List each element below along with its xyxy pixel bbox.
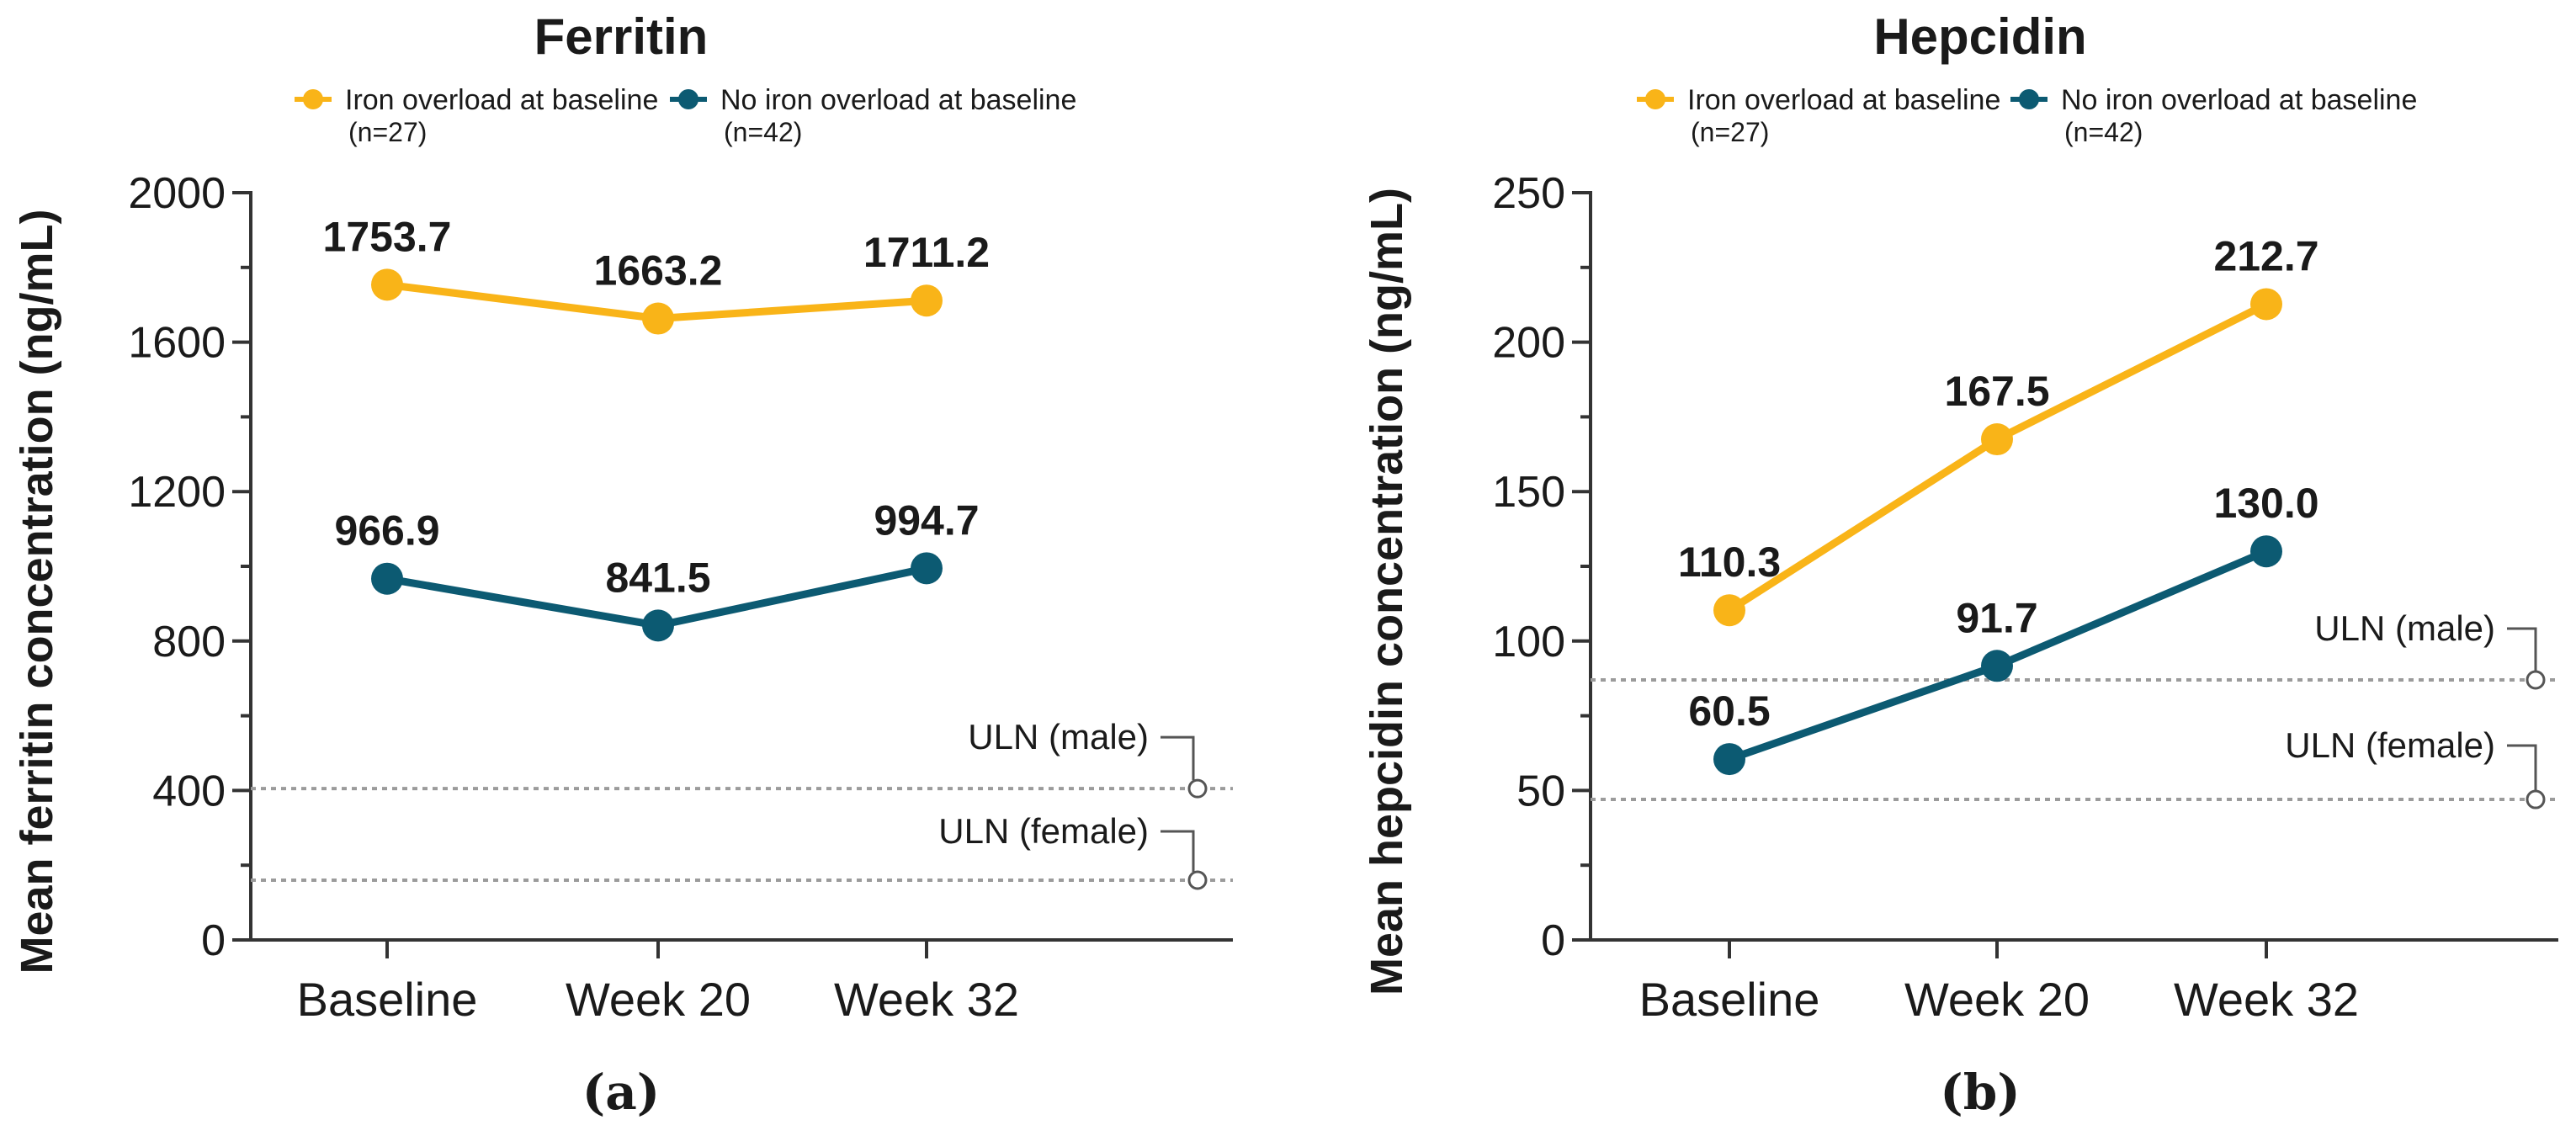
reference-line-label: ULN (male) <box>2314 608 2495 648</box>
data-point <box>1981 650 2013 682</box>
series-iron-overload: 110.3 167.5 212.7 <box>1678 232 2319 627</box>
legend-sample-size: (n=42) <box>724 117 802 147</box>
legend-sample-size: (n=42) <box>2064 117 2143 147</box>
y-tick-label: 150 <box>1492 468 1565 517</box>
data-label: 91.7 <box>1956 594 2037 641</box>
data-point <box>1713 594 1745 627</box>
series-iron-overload: 1753.7 1663.2 1711.2 <box>323 213 990 335</box>
reference-leader <box>2507 744 2537 792</box>
legend-swatch-marker <box>2019 89 2039 109</box>
legend-label: Iron overload at baseline <box>1687 84 2000 116</box>
reference-line-label: ULN (male) <box>968 717 1149 756</box>
data-label: 60.5 <box>1688 687 1770 735</box>
series-line <box>1727 300 2269 614</box>
y-tick-label: 50 <box>1516 767 1565 815</box>
data-point <box>2250 535 2282 568</box>
y-tick-label: 0 <box>1541 916 1565 965</box>
data-point <box>371 562 403 595</box>
y-tick-label: 200 <box>1492 319 1565 368</box>
legend-item: No iron overload at baseline(n=42) <box>670 84 1076 147</box>
chart-title: Hepcidin <box>1873 8 2086 65</box>
reference-leader <box>1161 830 1195 872</box>
data-label: 110.3 <box>1678 539 1781 586</box>
x-tick-label: Baseline <box>297 973 478 1026</box>
y-tick-label: 1600 <box>128 319 226 368</box>
y-tick-label: 2000 <box>128 169 226 218</box>
data-label: 1663.2 <box>594 247 723 295</box>
reference-endpoint-circle <box>1187 870 1208 890</box>
panel-label: (a) <box>582 1064 660 1121</box>
legend-swatch-marker <box>1645 89 1665 109</box>
data-label: 994.7 <box>874 496 979 544</box>
data-point <box>1713 743 1745 776</box>
data-label: 966.9 <box>334 507 439 555</box>
data-label: 130.0 <box>2213 480 2318 527</box>
data-point <box>911 284 943 317</box>
chart-title: Ferritin <box>534 8 709 65</box>
panel-label: (b) <box>1940 1064 2020 1121</box>
legend-item: Iron overload at baseline(n=27) <box>295 84 658 147</box>
reference-leader <box>1161 735 1195 781</box>
y-tick-label: 400 <box>152 767 226 815</box>
series-no-iron-overload: 966.9 841.5 994.7 <box>334 496 980 642</box>
data-label: 1753.7 <box>323 213 452 260</box>
legend-item: Iron overload at baseline(n=27) <box>1637 84 2000 147</box>
data-point <box>911 552 943 585</box>
x-tick-label: Week 32 <box>2174 973 2359 1026</box>
x-tick-label: Week 20 <box>1904 973 2090 1026</box>
legend-swatch-marker <box>303 89 323 109</box>
data-point <box>642 302 674 335</box>
reference-line-group: ULN (female) <box>1591 725 2558 810</box>
reference-endpoint-circle <box>2526 789 2546 810</box>
x-tick-label: Baseline <box>1639 973 1820 1026</box>
series-no-iron-overload: 60.5 91.7 130.0 <box>1688 480 2319 776</box>
reference-line-group: ULN (male) <box>251 717 1233 799</box>
data-label: 841.5 <box>605 554 710 601</box>
data-point <box>1981 423 2013 456</box>
legend-label: No iron overload at baseline <box>2061 84 2417 116</box>
y-tick-label: 100 <box>1492 618 1565 666</box>
y-tick-label: 800 <box>152 618 226 666</box>
legend-label: No iron overload at baseline <box>720 84 1076 116</box>
legend-swatch-marker <box>678 89 698 109</box>
y-tick-label: 250 <box>1492 169 1565 218</box>
legend-label: Iron overload at baseline <box>345 84 658 116</box>
y-tick-label: 1200 <box>128 468 226 517</box>
legend-item: No iron overload at baseline(n=42) <box>2010 84 2417 147</box>
reference-line-group: ULN (male) <box>1591 608 2558 690</box>
x-tick-label: Week 20 <box>566 973 751 1026</box>
data-label: 1711.2 <box>863 229 990 276</box>
reference-line-group: ULN (female) <box>251 811 1233 890</box>
legend-sample-size: (n=27) <box>348 117 427 147</box>
data-point <box>2250 288 2282 321</box>
y-axis-title: Mean ferritin concentration (ng/mL) <box>12 209 62 974</box>
y-axis-title: Mean hepcidin concentration (ng/mL) <box>1362 188 1412 995</box>
x-tick-label: Week 32 <box>834 973 1019 1026</box>
reference-line-label: ULN (female) <box>938 811 1149 851</box>
data-label: 212.7 <box>2213 232 2318 279</box>
data-point <box>371 268 403 301</box>
data-label: 167.5 <box>1944 368 2049 415</box>
reference-leader <box>2507 627 2537 672</box>
data-point <box>642 609 674 642</box>
reference-line-label: ULN (female) <box>2285 725 2495 765</box>
reference-endpoint-circle <box>2526 670 2546 690</box>
legend-sample-size: (n=27) <box>1691 117 1769 147</box>
y-tick-label: 0 <box>201 916 226 965</box>
reference-endpoint-circle <box>1187 778 1208 799</box>
